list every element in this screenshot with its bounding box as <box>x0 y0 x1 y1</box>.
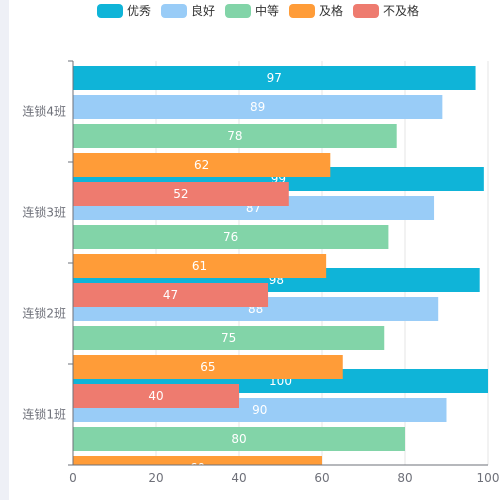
legend-label-zhongdeng: 中等 <box>255 4 280 18</box>
chart-legend: 优秀 良好 中等 及格 不及格 <box>0 0 500 22</box>
bar-value-label: 76 <box>223 230 238 244</box>
bar-value-label: 52 <box>173 187 188 201</box>
legend-swatch-lianghao <box>161 4 187 18</box>
y-category-label: 连锁3班 <box>22 205 66 220</box>
bar-value-label: 60 <box>190 461 205 475</box>
bar-4-1 <box>73 66 476 90</box>
bar-2-3 <box>73 326 385 350</box>
axes: 0 20 40 60 80 100 连锁1班 连锁2班 连锁3班 连锁4班 <box>22 60 500 485</box>
legend-label-lianghao: 良好 <box>191 4 216 18</box>
bar-3-5 <box>73 283 269 307</box>
x-tick-label-80: 80 <box>397 471 412 485</box>
bar-value-label: 40 <box>148 389 163 403</box>
x-tick-label-40: 40 <box>231 471 246 485</box>
bar-1-5 <box>73 485 314 500</box>
bar-2-5 <box>73 384 239 408</box>
x-tick-label-60: 60 <box>314 471 329 485</box>
bar-value-label: 89 <box>250 100 265 114</box>
bar-4-2 <box>73 95 443 119</box>
bar-value-label: 61 <box>192 259 207 273</box>
bar-value-label: 62 <box>194 158 209 172</box>
bar-2-4 <box>73 355 343 379</box>
bar-value-label: 90 <box>252 403 267 417</box>
legend-swatch-jige <box>289 4 315 18</box>
bar-1-4 <box>73 456 322 465</box>
bar-value-label: 65 <box>200 360 215 374</box>
x-tick-label-0: 0 <box>69 471 77 485</box>
y-category-label: 连锁2班 <box>22 306 66 321</box>
legend-item-zhongdeng[interactable]: 中等 <box>225 3 279 19</box>
bar-4-4 <box>73 153 331 177</box>
y-category-label: 连锁4班 <box>22 104 66 119</box>
bar-3-3 <box>73 225 389 249</box>
legend-item-jige[interactable]: 及格 <box>289 3 343 19</box>
legend-item-lianghao[interactable]: 良好 <box>161 3 215 19</box>
legend-label-youxiu: 优秀 <box>127 4 152 18</box>
bar-4-3 <box>73 124 397 148</box>
x-tick-label-20: 20 <box>148 471 163 485</box>
y-category-label: 连锁1班 <box>22 407 66 422</box>
legend-swatch-zhongdeng <box>225 4 251 18</box>
bar-value-label: 78 <box>227 129 242 143</box>
legend-label-bujige: 不及格 <box>383 4 420 18</box>
bar-value-label: 75 <box>221 331 236 345</box>
page-side-strip <box>0 0 9 500</box>
legend-item-youxiu[interactable]: 优秀 <box>97 3 151 19</box>
bars: 1009080605898887565409987766147978978625… <box>73 66 488 500</box>
legend-item-bujige[interactable]: 不及格 <box>353 3 419 19</box>
bar-value-label: 80 <box>231 432 246 446</box>
bar-value-label: 97 <box>267 71 282 85</box>
bar-4-5 <box>73 182 289 206</box>
x-tick-label-100: 100 <box>477 471 500 485</box>
legend-swatch-bujige <box>353 4 379 18</box>
bar-value-label: 47 <box>163 288 178 302</box>
bar-value-label: 58 <box>186 490 201 500</box>
bar-3-4 <box>73 254 327 278</box>
bar-1-3 <box>73 427 405 451</box>
legend-label-jige: 及格 <box>319 4 344 18</box>
legend-swatch-youxiu <box>97 4 123 18</box>
